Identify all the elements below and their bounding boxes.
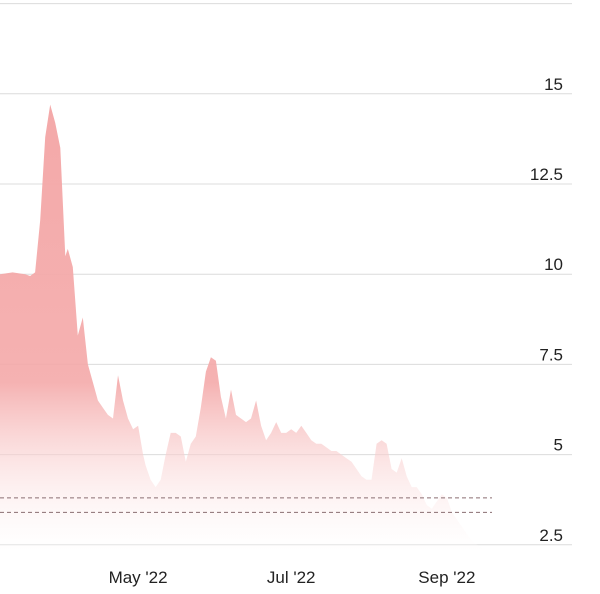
reference-lines	[0, 497, 492, 513]
y-tick-label: 7.5	[539, 345, 563, 364]
x-tick-label: Sep '22	[418, 568, 475, 587]
x-tick-label: Jul '22	[267, 568, 316, 587]
y-tick-label: 2.5	[539, 526, 563, 545]
y-tick-label: 15	[544, 75, 563, 94]
x-axis-ticks: May '22 Jul '22 Sep '22	[109, 568, 476, 587]
y-tick-label: 10	[544, 255, 563, 274]
x-tick-label: May '22	[109, 568, 168, 587]
area-series	[0, 104, 553, 552]
area-fill	[0, 104, 553, 552]
y-tick-label: 12.5	[530, 165, 563, 184]
y-tick-label: 5	[554, 436, 563, 455]
y-axis-ticks: 2.5 5 7.5 10 12.5 15	[530, 75, 563, 545]
